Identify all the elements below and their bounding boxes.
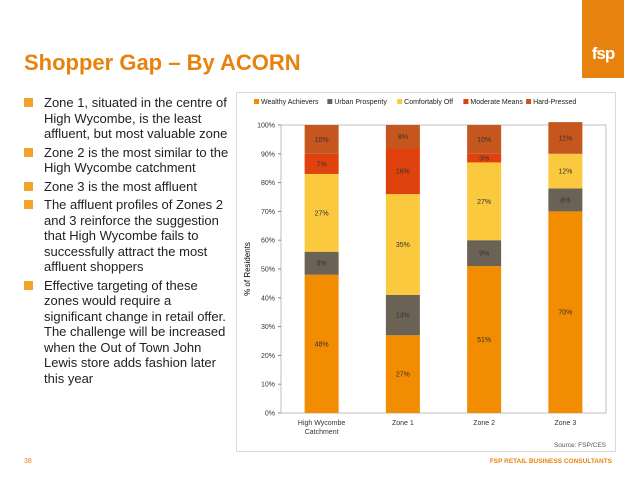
y-tick-label: 10% [261, 382, 275, 389]
y-tick-label: 80% [261, 180, 275, 187]
data-label: 14% [396, 313, 410, 320]
bullet-item: Zone 2 is the most similar to the High W… [24, 145, 229, 176]
bullet-square-icon [24, 200, 33, 209]
bullet-list: Zone 1, situated in the centre of High W… [24, 95, 229, 389]
data-label: 8% [560, 197, 570, 204]
legend-swatch [463, 99, 469, 104]
data-label: 10% [315, 137, 329, 144]
y-tick-label: 50% [261, 267, 275, 274]
data-label: 8% [398, 134, 408, 141]
bar-segment [385, 194, 420, 295]
legend-label: Comfortably Off [404, 99, 453, 106]
footer-text: FSP RETAIL BUSINESS CONSULTANTS [489, 458, 612, 465]
data-label: 11% [559, 135, 573, 142]
bar-segment [548, 211, 583, 413]
y-tick-label: 0% [265, 411, 275, 418]
bar-segment [304, 173, 339, 252]
data-label: 10% [477, 137, 491, 144]
chart-svg: 0% 10% 20% 30% 40% 50% 60% 70% 80% 90% 100% % of Re… [236, 92, 616, 452]
data-label: 27% [396, 372, 410, 379]
bar-segment [385, 125, 420, 149]
bullet-text: The affluent profiles of Zones 2 and 3 r… [44, 197, 223, 274]
slide-title: Shopper Gap – By ACORN [24, 50, 301, 75]
x-category-label: Catchment [305, 429, 339, 436]
bar-segment [385, 294, 420, 336]
bar-segment [304, 153, 339, 174]
data-label: 27% [315, 210, 329, 217]
data-label: 48% [315, 341, 329, 348]
y-tick-label: 20% [261, 353, 275, 360]
y-tick-label: 40% [261, 295, 275, 302]
bar-segment [548, 188, 583, 212]
legend-label: Hard-Pressed [533, 99, 576, 106]
bullet-text: Zone 2 is the most similar to the High W… [44, 144, 229, 176]
data-label: 9% [479, 251, 489, 258]
bar-segment [467, 153, 502, 163]
bullet-item: Effective targeting of these zones would… [24, 278, 229, 387]
bar-segment [385, 335, 420, 413]
y-axis-label: % of Residents [243, 242, 252, 296]
legend-swatch [397, 99, 403, 104]
stacked-bar-chart: 0% 10% 20% 30% 40% 50% 60% 70% 80% 90% 100% % of Re… [236, 92, 616, 452]
y-tick-label: 70% [261, 209, 275, 216]
source-note: Source: FSP/CES [554, 442, 607, 449]
fsp-logo: fsp [582, 0, 624, 78]
y-tick-label: 60% [261, 238, 275, 245]
data-label: 16% [396, 169, 410, 176]
bar-segment [304, 274, 339, 413]
bullet-text: Zone 1, situated in the centre of High W… [44, 95, 228, 141]
data-label: 7% [317, 161, 327, 168]
bar-segment [548, 122, 583, 154]
bar-segment [385, 148, 420, 195]
bar-segment [467, 266, 502, 413]
data-label: 12% [558, 169, 572, 176]
bullet-item: The affluent profiles of Zones 2 and 3 r… [24, 197, 229, 275]
bullet-item: Zone 3 is the most affluent [24, 179, 229, 195]
bar-segment [467, 125, 502, 154]
data-label: 8% [317, 261, 327, 268]
x-category-label: Zone 2 [473, 420, 495, 427]
y-tick-label: 90% [261, 151, 275, 158]
page-number: 38 [24, 458, 32, 465]
bullet-square-icon [24, 98, 33, 107]
bullet-text: Zone 3 is the most affluent [44, 178, 197, 194]
legend-label: Wealthy Achievers [261, 99, 319, 106]
data-label: 27% [477, 199, 491, 206]
y-tick-label: 30% [261, 324, 275, 331]
legend-swatch [254, 99, 259, 104]
x-category-label: Zone 3 [554, 420, 576, 427]
data-label: 70% [558, 310, 572, 317]
bullet-square-icon [24, 147, 33, 157]
bar-segment [304, 125, 339, 154]
y-tick-label: 100% [257, 123, 275, 130]
legend-label: Urban Prosperity [334, 99, 387, 106]
legend-swatch [327, 99, 333, 104]
bullet-text: Effective targeting of these zones would… [44, 277, 226, 386]
data-label: 35% [396, 242, 410, 249]
data-label: 3% [479, 156, 489, 163]
bullet-square-icon [24, 181, 33, 191]
bullet-item: Zone 1, situated in the centre of High W… [24, 95, 229, 142]
x-category-label: High Wycombe [298, 420, 346, 427]
legend-swatch [526, 99, 532, 104]
bar-segment [548, 153, 583, 189]
x-category-label: Zone 1 [392, 420, 414, 427]
bar-segment [304, 251, 339, 275]
bar-segment [467, 240, 502, 267]
bar-segment [467, 162, 502, 241]
legend-label: Moderate Means [470, 99, 523, 106]
data-label: 51% [477, 337, 491, 344]
bullet-square-icon [24, 280, 33, 290]
